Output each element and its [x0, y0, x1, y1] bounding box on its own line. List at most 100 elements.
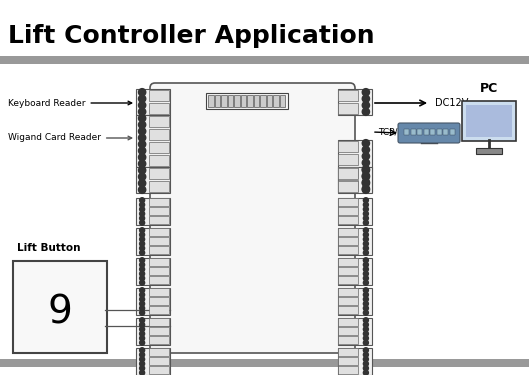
- Circle shape: [140, 258, 144, 263]
- Bar: [466, 105, 512, 137]
- Circle shape: [139, 154, 146, 161]
- Circle shape: [362, 180, 370, 187]
- Text: 9: 9: [48, 294, 72, 332]
- Circle shape: [363, 198, 368, 203]
- Bar: [338, 318, 358, 326]
- Bar: [149, 318, 169, 326]
- Circle shape: [140, 198, 144, 203]
- Bar: [149, 103, 169, 114]
- Circle shape: [363, 348, 368, 353]
- FancyBboxPatch shape: [462, 101, 516, 141]
- Circle shape: [140, 310, 144, 315]
- Circle shape: [139, 180, 146, 187]
- Bar: [338, 228, 372, 255]
- Circle shape: [140, 202, 144, 207]
- Bar: [247, 95, 252, 107]
- Bar: [338, 168, 358, 179]
- Circle shape: [362, 173, 370, 180]
- Bar: [338, 198, 358, 206]
- Text: Lift Button: Lift Button: [17, 243, 80, 253]
- Circle shape: [140, 357, 144, 362]
- Bar: [149, 366, 169, 374]
- Bar: [338, 180, 358, 191]
- Bar: [436, 129, 442, 135]
- Circle shape: [363, 216, 368, 221]
- Circle shape: [363, 202, 368, 207]
- Circle shape: [362, 159, 370, 166]
- Bar: [136, 258, 170, 285]
- Bar: [149, 90, 169, 101]
- Circle shape: [140, 340, 144, 345]
- Bar: [149, 306, 169, 314]
- FancyBboxPatch shape: [13, 261, 107, 353]
- Circle shape: [140, 366, 144, 371]
- Bar: [149, 198, 169, 206]
- Circle shape: [363, 276, 368, 281]
- Circle shape: [362, 185, 370, 192]
- Circle shape: [140, 276, 144, 281]
- Circle shape: [140, 228, 144, 233]
- Bar: [149, 129, 169, 140]
- Bar: [411, 129, 415, 135]
- Circle shape: [362, 166, 370, 173]
- Bar: [424, 129, 428, 135]
- Circle shape: [139, 128, 146, 135]
- Circle shape: [363, 327, 368, 332]
- Bar: [338, 306, 358, 314]
- Bar: [149, 228, 169, 236]
- Bar: [149, 142, 169, 153]
- Bar: [338, 297, 358, 305]
- Bar: [267, 95, 272, 107]
- Circle shape: [140, 297, 144, 302]
- Circle shape: [362, 172, 370, 179]
- Bar: [338, 103, 358, 114]
- Bar: [206, 93, 288, 109]
- FancyBboxPatch shape: [150, 83, 355, 353]
- Bar: [253, 95, 259, 107]
- Bar: [221, 95, 226, 107]
- Bar: [149, 336, 169, 344]
- Circle shape: [362, 88, 370, 96]
- Circle shape: [140, 250, 144, 255]
- Circle shape: [363, 318, 368, 323]
- Circle shape: [363, 220, 368, 225]
- Bar: [149, 276, 169, 284]
- Bar: [338, 336, 358, 344]
- Bar: [149, 267, 169, 275]
- Bar: [338, 267, 358, 275]
- Circle shape: [140, 301, 144, 306]
- Bar: [338, 348, 372, 375]
- Bar: [279, 95, 285, 107]
- Circle shape: [139, 115, 146, 122]
- Bar: [273, 95, 278, 107]
- Circle shape: [139, 166, 146, 174]
- Text: DC12V: DC12V: [435, 98, 468, 108]
- Bar: [338, 276, 358, 284]
- Circle shape: [139, 160, 146, 167]
- Text: TCP/IP: TCP/IP: [378, 128, 406, 136]
- Circle shape: [139, 108, 146, 116]
- Bar: [338, 140, 372, 192]
- Circle shape: [140, 220, 144, 225]
- Circle shape: [363, 357, 368, 362]
- Circle shape: [362, 146, 370, 153]
- Bar: [338, 198, 372, 225]
- Bar: [338, 288, 372, 315]
- Circle shape: [362, 108, 370, 116]
- Circle shape: [362, 153, 370, 160]
- Circle shape: [363, 288, 368, 293]
- Circle shape: [363, 297, 368, 302]
- Circle shape: [139, 147, 146, 154]
- Circle shape: [140, 352, 144, 357]
- Bar: [338, 89, 372, 115]
- Bar: [214, 95, 220, 107]
- Bar: [338, 357, 358, 365]
- Bar: [0, 56, 529, 64]
- Bar: [338, 258, 358, 266]
- Circle shape: [363, 352, 368, 357]
- Bar: [136, 228, 170, 255]
- Circle shape: [140, 262, 144, 267]
- Text: PC: PC: [480, 82, 498, 95]
- Circle shape: [362, 102, 370, 109]
- Circle shape: [363, 207, 368, 212]
